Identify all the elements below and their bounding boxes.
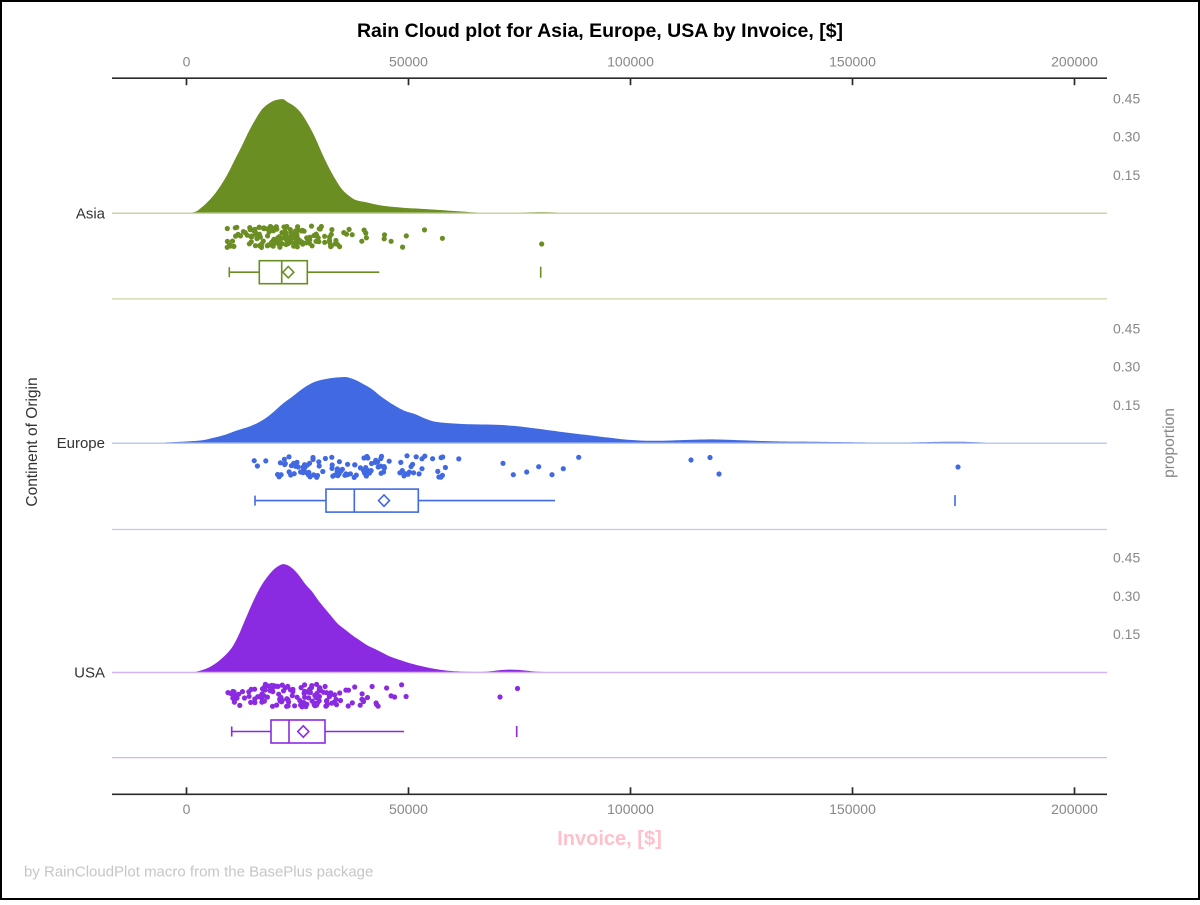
svg-text:100000: 100000 [607,54,654,70]
svg-text:Europe: Europe [57,435,105,452]
svg-text:0.45: 0.45 [1113,320,1140,336]
svg-text:proportion: proportion [1161,408,1178,478]
svg-text:0: 0 [183,801,191,817]
svg-text:0.15: 0.15 [1113,626,1140,642]
svg-text:200000: 200000 [1051,801,1098,817]
svg-text:0.30: 0.30 [1113,129,1140,145]
svg-text:USA: USA [74,665,105,682]
svg-text:Asia: Asia [76,205,106,222]
svg-text:0.30: 0.30 [1113,359,1140,375]
svg-text:0.45: 0.45 [1113,90,1140,106]
svg-text:0.15: 0.15 [1113,397,1140,413]
svg-text:0.45: 0.45 [1113,550,1140,566]
svg-text:200000: 200000 [1051,54,1098,70]
svg-text:50000: 50000 [389,801,428,817]
svg-text:Continent of Origin: Continent of Origin [24,377,41,506]
svg-text:100000: 100000 [607,801,654,817]
svg-text:0.15: 0.15 [1113,167,1140,183]
svg-text:150000: 150000 [829,801,876,817]
svg-text:Invoice, [$]: Invoice, [$] [557,828,661,850]
svg-text:0.30: 0.30 [1113,588,1140,604]
svg-text:Rain Cloud plot for Asia, Euro: Rain Cloud plot for Asia, Europe, USA by… [357,20,843,42]
svg-text:50000: 50000 [389,54,428,70]
svg-text:150000: 150000 [829,54,876,70]
svg-text:0: 0 [183,54,191,70]
svg-text:by RainCloudPlot macro from th: by RainCloudPlot macro from the BasePlus… [24,864,373,881]
